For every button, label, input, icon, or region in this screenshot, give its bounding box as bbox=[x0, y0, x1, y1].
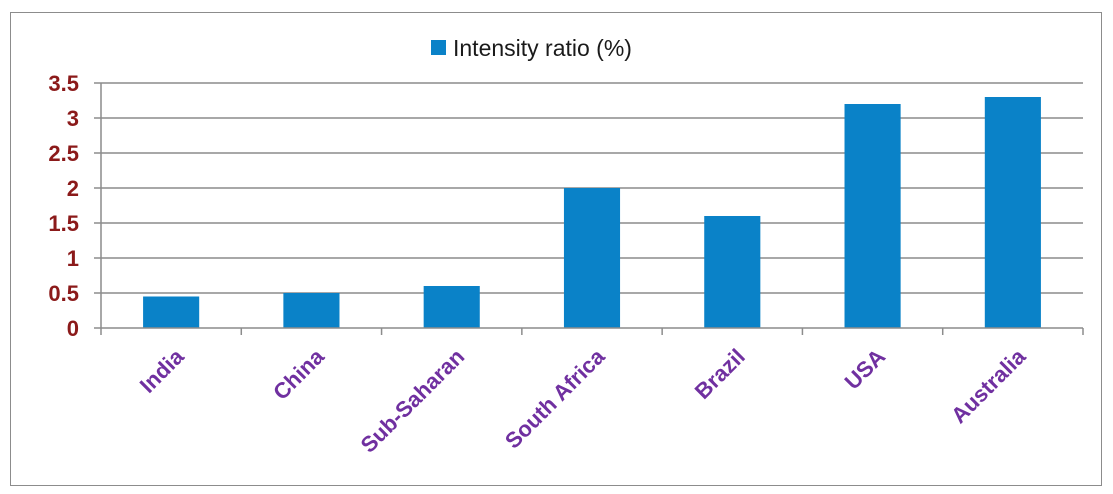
y-tick-label: 0.5 bbox=[48, 281, 79, 306]
x-tick-label: Brazil bbox=[690, 344, 750, 404]
bar-usa bbox=[844, 104, 901, 328]
bar-china bbox=[283, 293, 340, 328]
x-tick-label: USA bbox=[840, 344, 891, 395]
y-tick-label: 2 bbox=[67, 176, 79, 201]
y-tick-label: 3 bbox=[67, 106, 79, 131]
legend-label: Intensity ratio (%) bbox=[453, 35, 632, 61]
x-tick-label: Sub-Saharan bbox=[356, 344, 470, 458]
bar-chart: Intensity ratio (%) 0 0.5 1 1.5 2 2.5 3 3.5 Ind… bbox=[48, 35, 1084, 457]
axes bbox=[100, 83, 1084, 335]
bar-south-africa bbox=[563, 188, 621, 328]
bar-sub-saharan bbox=[423, 286, 480, 328]
bar-brazil bbox=[704, 216, 761, 328]
bar-australia bbox=[984, 97, 1041, 328]
legend-swatch bbox=[431, 40, 446, 55]
x-tick-labels: India China Sub-Saharan South Africa Brazil U… bbox=[135, 343, 1031, 457]
y-tick-labels: 0 0.5 1 1.5 2 2.5 3 3.5 bbox=[48, 71, 79, 341]
y-tick-label: 1 bbox=[67, 246, 79, 271]
x-tick-label: South Africa bbox=[500, 343, 610, 453]
y-tick-label: 0 bbox=[67, 316, 79, 341]
y-tick-label: 2.5 bbox=[48, 141, 79, 166]
y-tick-label: 1.5 bbox=[48, 211, 79, 236]
bar-india bbox=[143, 296, 200, 328]
x-tick-label: India bbox=[135, 343, 190, 398]
legend: Intensity ratio (%) bbox=[431, 35, 632, 61]
bars bbox=[143, 97, 1041, 328]
y-tick-label: 3.5 bbox=[48, 71, 79, 96]
chart-frame: Intensity ratio (%) 0 0.5 1 1.5 2 2.5 3 3.5 Ind… bbox=[10, 12, 1102, 486]
x-tick-label: China bbox=[268, 343, 329, 404]
x-tick-label: Australia bbox=[946, 343, 1031, 428]
